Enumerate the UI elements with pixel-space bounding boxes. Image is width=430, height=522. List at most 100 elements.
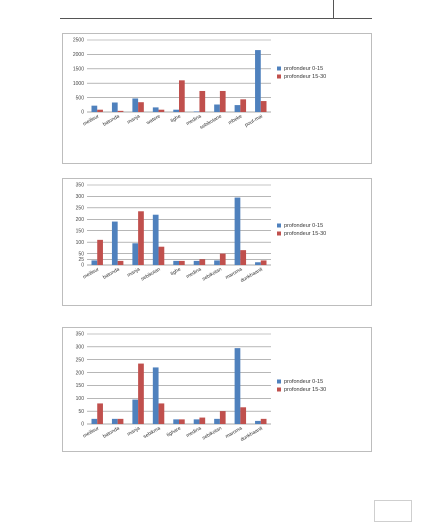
- legend-label: profondeur 0-15: [284, 223, 323, 229]
- bar-series1: [132, 243, 139, 265]
- legend-label: profondeur 15-30: [284, 74, 326, 80]
- category-label: dunkhaanit: [240, 266, 265, 284]
- chart-3-plot: 0 50 100 150 200 250 300 350 meilleur batonda manj…: [76, 332, 327, 443]
- bar-series1: [173, 109, 179, 112]
- bar-series1: [255, 50, 261, 112]
- category-label: batonda: [102, 113, 121, 127]
- y-tick-label: 50: [78, 409, 84, 415]
- category-label: tighe: [170, 266, 183, 277]
- bar-series2: [219, 411, 226, 424]
- category-label: tighe: [170, 113, 183, 124]
- bar-series1: [255, 420, 261, 424]
- y-tick-label: 200: [76, 370, 85, 376]
- bar-series1: [214, 104, 220, 112]
- bar-series1: [111, 221, 118, 265]
- category-label: meilleur: [82, 266, 100, 280]
- category-label: sebikotan: [201, 425, 223, 441]
- bar-series2: [240, 407, 247, 424]
- bar-series1: [91, 418, 98, 424]
- category-label: watere: [146, 113, 162, 126]
- bar-series2: [179, 419, 185, 424]
- y-tick-label: 0: [81, 422, 84, 428]
- category-label: manja: [126, 425, 141, 437]
- legend-label: profondeur 15-30: [284, 387, 326, 393]
- bar-series1: [91, 105, 98, 112]
- y-tick-label: 200: [76, 217, 85, 223]
- bar-series2: [219, 253, 226, 265]
- y-tick-label: 150: [76, 383, 85, 389]
- category-label: meilleur: [82, 425, 100, 439]
- legend-label: profondeur 0-15: [284, 66, 323, 72]
- bar-series1: [111, 418, 118, 424]
- bar-series1: [234, 348, 241, 424]
- legend-swatch: [277, 379, 281, 384]
- legend-swatch: [277, 66, 281, 71]
- bar-series2: [158, 403, 165, 424]
- bar-series2: [199, 417, 206, 424]
- legend-label: profondeur 15-30: [284, 231, 326, 237]
- y-tick-label: 300: [76, 345, 85, 351]
- y-tick-label: 350: [76, 183, 85, 189]
- legend-swatch: [277, 74, 281, 79]
- bar-series2: [260, 418, 267, 424]
- category-label: meilleur: [82, 113, 100, 127]
- bar-series2: [158, 109, 165, 112]
- category-label: tighare: [166, 425, 182, 438]
- bar-series1: [193, 260, 200, 265]
- y-tick-label: 0: [81, 263, 84, 269]
- bar-series2: [97, 239, 103, 265]
- bar-series2: [179, 260, 185, 265]
- bar-series2: [97, 403, 103, 424]
- y-tick-label: 2500: [73, 38, 84, 44]
- bar-series2: [138, 363, 144, 424]
- y-tick-label: 250: [76, 206, 85, 212]
- bar-series2: [158, 246, 165, 265]
- bar-series1: [132, 98, 139, 112]
- y-tick-label: 350: [76, 332, 85, 338]
- chart-2: 0 25 50 100 150 200 250 300 350 meilleur batonda ma…: [62, 178, 372, 306]
- bar-series1: [173, 419, 179, 424]
- chart-1: 0 500 1000 1500 2000 2500 meilleur batonda manja…: [62, 33, 372, 164]
- category-label: dunkhaanit: [240, 425, 265, 443]
- bar-series1: [214, 418, 220, 424]
- y-tick-label: 150: [76, 228, 85, 234]
- bar-series1: [152, 214, 159, 265]
- bar-series2: [117, 418, 124, 424]
- category-label: batonda: [102, 266, 121, 280]
- bar-series1: [214, 260, 220, 265]
- category-label: mbeke: [227, 113, 243, 126]
- y-tick-label: 250: [76, 357, 85, 363]
- legend-swatch: [277, 231, 281, 236]
- y-tick-label: 100: [76, 396, 85, 402]
- bar-series1: [193, 111, 200, 112]
- y-tick-label: 2000: [73, 52, 84, 58]
- y-tick-label: 1000: [73, 81, 84, 87]
- bar-series2: [117, 110, 124, 112]
- category-label: medina: [185, 425, 202, 439]
- y-tick-label: 50: [78, 251, 84, 257]
- legend-label: profondeur 0-15: [284, 379, 323, 385]
- bar-series2: [138, 211, 144, 265]
- bar-series2: [260, 101, 267, 112]
- y-tick-label: 500: [76, 95, 85, 101]
- legend-swatch: [277, 387, 281, 392]
- bar-series1: [152, 107, 159, 112]
- bar-series1: [234, 105, 241, 112]
- bar-series2: [117, 260, 124, 265]
- y-tick-label: 0: [81, 110, 84, 116]
- category-label: batonda: [102, 425, 121, 439]
- y-tick-label: 300: [76, 194, 85, 200]
- chart-3: 0 50 100 150 200 250 300 350 meilleur batonda manj…: [62, 327, 372, 452]
- bar-series1: [152, 367, 159, 424]
- bar-series1: [111, 102, 118, 112]
- category-label: pout-mai: [244, 114, 264, 129]
- chart-1-plot: 0 500 1000 1500 2000 2500 meilleur batonda manja…: [73, 38, 326, 131]
- category-label: manja: [126, 113, 141, 125]
- bar-series2: [260, 260, 267, 265]
- header-tick: [333, 0, 334, 19]
- bar-series2: [138, 102, 144, 112]
- bar-series1: [234, 197, 241, 265]
- header-rule: [60, 18, 372, 19]
- y-tick-label: 100: [76, 240, 85, 246]
- bar-series2: [240, 99, 247, 112]
